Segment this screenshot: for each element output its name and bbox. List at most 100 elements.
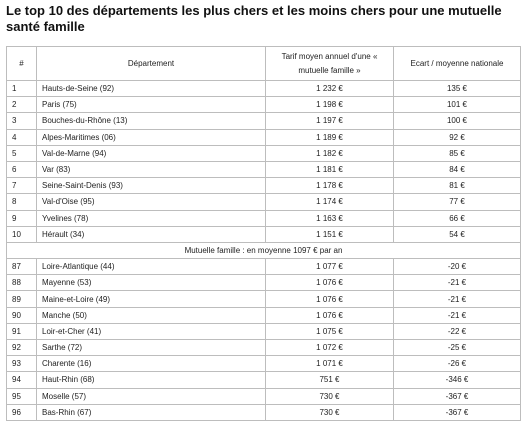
table-body: 1 Hauts-de-Seine (92) 1 232 €135 €2 Paris (… bbox=[6, 79, 521, 421]
table-cell: 1 198 € bbox=[265, 96, 394, 114]
table-row: 93 Charente (16) 1 071 € -26 € bbox=[6, 355, 521, 373]
table-cell: 1 072 € bbox=[265, 338, 394, 357]
table-cell: 6 bbox=[6, 160, 37, 179]
table-cell: 95 bbox=[6, 387, 37, 405]
table-cell: Loire-Atlantique (44) bbox=[36, 258, 266, 276]
table-cell: Yvelines (78) bbox=[36, 209, 266, 227]
table-cell: Hérault (34) bbox=[36, 225, 266, 243]
table-row: 88 Mayenne (53) 1 076 € -21 € bbox=[6, 274, 521, 292]
table-cell: 90 bbox=[6, 306, 37, 324]
table-cell: 730 € bbox=[265, 403, 394, 421]
summary-row: Mutuelle famille : en moyenne 1097 € par… bbox=[6, 241, 521, 260]
table-cell: 4 bbox=[6, 128, 37, 146]
table-row: 95 Moselle (57) 730 € -367 € bbox=[6, 387, 521, 405]
table-cell: 1 077 € bbox=[265, 258, 394, 276]
table-cell: 93 bbox=[6, 355, 37, 373]
table-cell: Manche (50) bbox=[36, 306, 266, 324]
table-cell: 1 232 € bbox=[265, 79, 394, 98]
table-cell: 92 bbox=[6, 338, 37, 357]
table-cell: 730 € bbox=[265, 387, 394, 405]
table-cell: 1 182 € bbox=[265, 144, 394, 162]
table-cell: -367 € bbox=[393, 387, 521, 405]
header-cell: Tarif moyen annuel d'une « mutuelle fami… bbox=[265, 46, 394, 81]
table-cell: 1 178 € bbox=[265, 177, 394, 195]
table-row: 94 Haut-Rhin (68) 751 € -346 € bbox=[6, 371, 521, 389]
table-cell: 85 € bbox=[393, 144, 521, 162]
table-row: 96 Bas-Rhin (67) 730 € -367 € bbox=[6, 403, 521, 421]
table-row: 92 Sarthe (72) 1 072 € -25 € bbox=[6, 338, 521, 357]
table-cell: 1 189 € bbox=[265, 128, 394, 146]
table-row: 1 Hauts-de-Seine (92) 1 232 €135 € bbox=[6, 79, 521, 98]
table-row: 91 Loir-et-Cher (41) 1 075 € -22 € bbox=[6, 322, 521, 341]
table-cell: 1 163 € bbox=[265, 209, 394, 227]
summary-cell: Mutuelle famille : en moyenne 1097 € par… bbox=[6, 241, 521, 260]
table-cell: 5 bbox=[6, 144, 37, 162]
table-cell: Charente (16) bbox=[36, 355, 266, 373]
header-cell: Ecart / moyenne nationale bbox=[393, 46, 521, 81]
table-cell: 1 197 € bbox=[265, 112, 394, 130]
table-cell: Bas-Rhin (67) bbox=[36, 403, 266, 421]
table-row: 89 Maine-et-Loire (49) 1 076 € -21 € bbox=[6, 290, 521, 308]
table-cell: -20 € bbox=[393, 258, 521, 276]
table-row: 6 Var (83) 1 181 €84 € bbox=[6, 160, 521, 179]
table-cell: -367 € bbox=[393, 403, 521, 421]
table-cell: Mayenne (53) bbox=[36, 274, 266, 292]
table-cell: 1 174 € bbox=[265, 193, 394, 211]
table-cell: Alpes-Maritimes (06) bbox=[36, 128, 266, 146]
table-cell: 54 € bbox=[393, 225, 521, 243]
table-cell: 101 € bbox=[393, 96, 521, 114]
table-row: 10 Hérault (34) 1 151 €54 € bbox=[6, 225, 521, 243]
table-row: 8 Val-d'Oise (95) 1 174 €77 € bbox=[6, 193, 521, 211]
table-row: 9 Yvelines (78) 1 163 €66 € bbox=[6, 209, 521, 227]
table-cell: 10 bbox=[6, 225, 37, 243]
table-cell: -346 € bbox=[393, 371, 521, 389]
table-cell: Seine-Saint-Denis (93) bbox=[36, 177, 266, 195]
table-cell: 1 bbox=[6, 79, 37, 98]
table-cell: Var (83) bbox=[36, 160, 266, 179]
table-cell: Loir-et-Cher (41) bbox=[36, 322, 266, 341]
title: Le top 10 des départements les plus cher… bbox=[6, 3, 502, 34]
table-row: 5 Val-de-Marne (94) 1 182 €85 € bbox=[6, 144, 521, 162]
table-cell: 1 076 € bbox=[265, 306, 394, 324]
table-cell: 1 071 € bbox=[265, 355, 394, 373]
table-header: # Département Tarif moyen annuel d'une « m… bbox=[6, 46, 521, 81]
table-cell: 1 076 € bbox=[265, 274, 394, 292]
table-cell: 77 € bbox=[393, 193, 521, 211]
table-cell: 9 bbox=[6, 209, 37, 227]
table-cell: 1 181 € bbox=[265, 160, 394, 179]
table-row: 87 Loire-Atlantique (44) 1 077 € -20 € bbox=[6, 258, 521, 276]
table-cell: 751 € bbox=[265, 371, 394, 389]
table-cell: 2 bbox=[6, 96, 37, 114]
table-cell: 81 € bbox=[393, 177, 521, 195]
table-cell: 100 € bbox=[393, 112, 521, 130]
table-cell: -22 € bbox=[393, 322, 521, 341]
table-cell: 87 bbox=[6, 258, 37, 276]
header-cell: # bbox=[6, 46, 37, 81]
table-row: 7 Seine-Saint-Denis (93) 1 178 €81 € bbox=[6, 177, 521, 195]
ranking-table: # Département Tarif moyen annuel d'une « m… bbox=[6, 46, 521, 421]
table-row: 90 Manche (50) 1 076 € -21 € bbox=[6, 306, 521, 324]
table-cell: 66 € bbox=[393, 209, 521, 227]
table-cell: -26 € bbox=[393, 355, 521, 373]
table-cell: -21 € bbox=[393, 290, 521, 308]
table-row: 4 Alpes-Maritimes (06) 1 189 €92 € bbox=[6, 128, 521, 146]
header-cell: Département bbox=[36, 46, 266, 81]
table-cell: 91 bbox=[6, 322, 37, 341]
table-cell: Bouches-du-Rhône (13) bbox=[36, 112, 266, 130]
table-cell: 8 bbox=[6, 193, 37, 211]
table-row: 3 Bouches-du-Rhône (13) 1 197 €100 € bbox=[6, 112, 521, 130]
table-cell: 1 076 € bbox=[265, 290, 394, 308]
table-cell: 7 bbox=[6, 177, 37, 195]
table-cell: Paris (75) bbox=[36, 96, 266, 114]
table-cell: Maine-et-Loire (49) bbox=[36, 290, 266, 308]
table-cell: 1 075 € bbox=[265, 322, 394, 341]
table-cell: 1 151 € bbox=[265, 225, 394, 243]
table-cell: 89 bbox=[6, 290, 37, 308]
table-row: 2 Paris (75) 1 198 €101 € bbox=[6, 96, 521, 114]
table-cell: Haut-Rhin (68) bbox=[36, 371, 266, 389]
table-cell: Moselle (57) bbox=[36, 387, 266, 405]
table-cell: 84 € bbox=[393, 160, 521, 179]
table-cell: 135 € bbox=[393, 79, 521, 98]
header-row: # Département Tarif moyen annuel d'une « m… bbox=[6, 46, 521, 81]
